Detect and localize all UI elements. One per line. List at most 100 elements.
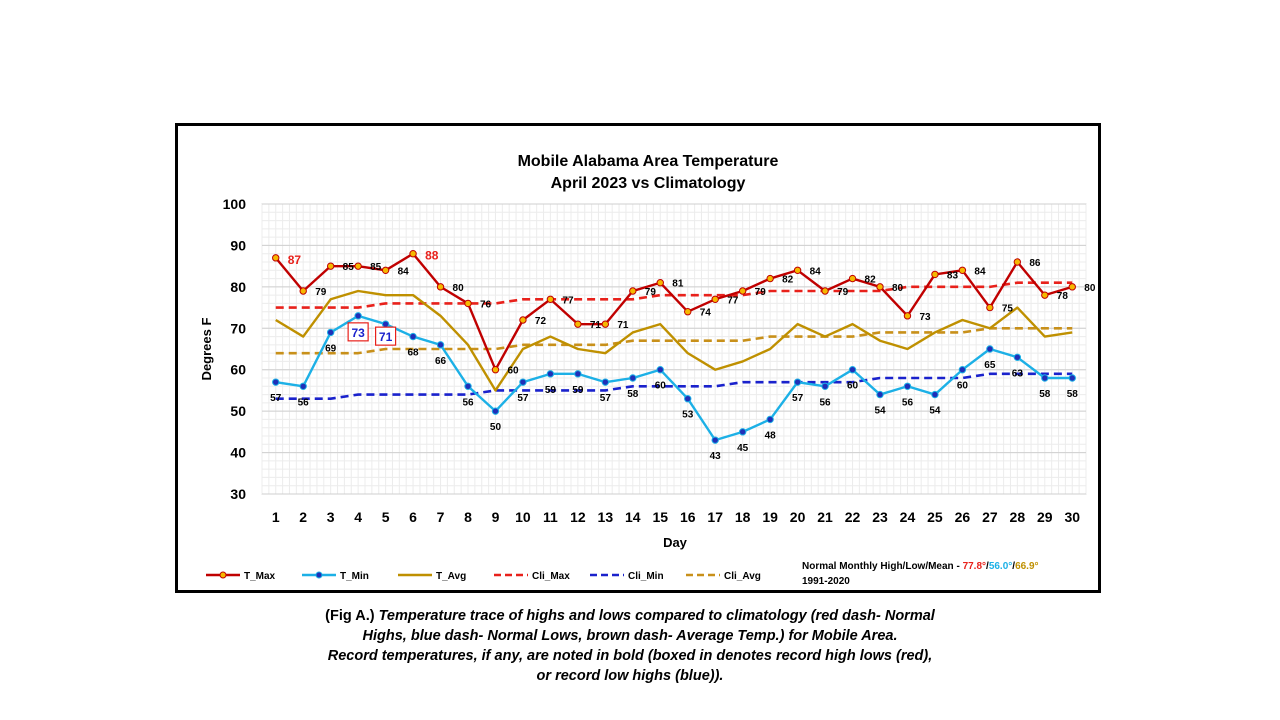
record-high-label: 88 bbox=[425, 249, 439, 263]
point-t-min bbox=[711, 436, 719, 444]
data-label-t-min: 58 bbox=[1067, 389, 1079, 400]
data-label-t-max: 71 bbox=[617, 320, 629, 331]
x-tick-label: 5 bbox=[382, 509, 390, 525]
point-t-max bbox=[986, 303, 994, 312]
x-tick-label: 23 bbox=[872, 509, 888, 525]
x-tick-label: 29 bbox=[1037, 509, 1053, 525]
x-tick-label: 20 bbox=[790, 509, 806, 525]
normals-note-period: 1991-2020 bbox=[802, 576, 850, 587]
chart-frame: Mobile Alabama Area Temperature April 202… bbox=[175, 123, 1101, 593]
series-line-t-max bbox=[274, 252, 1073, 371]
temperature-chart: Mobile Alabama Area Temperature April 202… bbox=[199, 153, 1096, 587]
x-tick-label: 12 bbox=[570, 509, 586, 525]
x-tick-label: 8 bbox=[464, 509, 472, 525]
point-t-max bbox=[436, 283, 445, 291]
data-label-t-max: 80 bbox=[453, 283, 465, 294]
point-t-max bbox=[546, 295, 555, 303]
record-high-low-box bbox=[375, 326, 397, 346]
data-label-t-max: 80 bbox=[892, 283, 904, 294]
data-label-t-max: 86 bbox=[1029, 258, 1041, 269]
data-label-t-max: 83 bbox=[947, 270, 959, 281]
data-label-t-min: 57 bbox=[600, 393, 612, 404]
point-t-min bbox=[876, 390, 884, 399]
point-t-max bbox=[766, 274, 774, 283]
data-label-t-max: 85 bbox=[343, 262, 355, 273]
data-label-t-min: 50 bbox=[490, 422, 502, 433]
caption-line-3: Record temperatures, if any, are noted i… bbox=[327, 648, 933, 664]
x-tick-label: 2 bbox=[299, 509, 307, 525]
point-t-max bbox=[903, 312, 912, 320]
point-t-min bbox=[656, 366, 664, 374]
point-t-max bbox=[519, 316, 527, 324]
point-t-min bbox=[848, 366, 857, 374]
data-label-t-max: 71 bbox=[590, 320, 602, 331]
data-label-t-min: 57 bbox=[792, 393, 804, 404]
data-label-t-max: 82 bbox=[782, 275, 794, 286]
point-t-min bbox=[1013, 353, 1022, 361]
data-label-t-max: 74 bbox=[700, 308, 712, 319]
data-label-t-min: 59 bbox=[545, 385, 557, 396]
x-tick-label: 13 bbox=[598, 509, 614, 525]
point-t-max bbox=[272, 254, 280, 262]
point-t-min bbox=[793, 378, 802, 386]
point-t-max bbox=[381, 266, 390, 274]
point-t-min bbox=[409, 332, 417, 341]
point-t-min bbox=[1068, 374, 1076, 382]
point-t-max bbox=[1013, 258, 1022, 266]
x-tick-label: 24 bbox=[900, 509, 916, 525]
point-t-min bbox=[491, 407, 500, 415]
data-label-t-max: 79 bbox=[315, 287, 327, 298]
record-high-low-label: 73 bbox=[351, 326, 365, 340]
y-axis-label: Degrees F bbox=[199, 318, 214, 381]
point-t-min bbox=[986, 345, 994, 353]
x-tick-label: 25 bbox=[927, 509, 943, 525]
legend-marker-t-max bbox=[219, 571, 227, 579]
data-label-t-max: 84 bbox=[974, 266, 986, 277]
caption-prefix: (Fig A.) bbox=[325, 608, 379, 624]
caption-line-1: (Fig A.) Temperature trace of highs and … bbox=[260, 606, 1000, 626]
point-t-max bbox=[876, 283, 884, 291]
point-t-max bbox=[574, 320, 582, 328]
y-tick-label: 70 bbox=[230, 320, 246, 336]
x-tick-label: 28 bbox=[1010, 509, 1026, 525]
legend-label-cli-max: Cli_Max bbox=[532, 571, 570, 582]
point-t-min bbox=[684, 395, 692, 403]
legend-label-t-min: T_Min bbox=[340, 571, 369, 582]
data-label-t-min: 54 bbox=[874, 406, 886, 417]
normals-note-sep: / bbox=[986, 561, 989, 572]
x-tick-label: 22 bbox=[845, 509, 861, 525]
point-t-min bbox=[272, 378, 280, 386]
data-label-t-max: 79 bbox=[645, 287, 657, 298]
normals-note: Normal Monthly High/Low/Mean - 77.8°/56.… bbox=[802, 561, 1039, 572]
point-t-min bbox=[738, 428, 747, 436]
data-label-t-max: 80 bbox=[1084, 283, 1096, 294]
point-t-min bbox=[574, 370, 582, 378]
point-t-min bbox=[629, 374, 637, 382]
data-label-t-min: 66 bbox=[435, 356, 447, 367]
figure-caption: (Fig A.) Temperature trace of highs and … bbox=[260, 606, 1000, 686]
x-tick-label: 27 bbox=[982, 509, 998, 525]
point-t-min bbox=[821, 382, 829, 390]
data-label-t-min: 63 bbox=[1012, 368, 1024, 379]
x-tick-label: 18 bbox=[735, 509, 751, 525]
point-t-max bbox=[931, 270, 939, 279]
point-t-max bbox=[629, 287, 637, 295]
y-tick-label: 50 bbox=[230, 403, 246, 419]
x-tick-label: 7 bbox=[437, 509, 445, 525]
data-label-t-max: 75 bbox=[1002, 304, 1014, 315]
data-label-t-min: 58 bbox=[1039, 389, 1051, 400]
data-label-t-min: 59 bbox=[572, 385, 584, 396]
point-t-min bbox=[354, 312, 362, 320]
normals-note-low: 56.0° bbox=[989, 561, 1012, 572]
chart-subtitle: April 2023 vs Climatology bbox=[551, 175, 746, 192]
y-tick-label: 30 bbox=[230, 486, 246, 502]
caption-line-4: or record low highs (blue)). bbox=[536, 668, 724, 684]
x-tick-label: 4 bbox=[354, 509, 362, 525]
point-t-min bbox=[464, 382, 472, 390]
x-tick-label: 19 bbox=[762, 509, 778, 525]
record-high-low-label: 71 bbox=[379, 330, 393, 344]
point-t-min bbox=[931, 390, 939, 399]
x-tick-label: 26 bbox=[955, 509, 971, 525]
x-tick-label: 17 bbox=[707, 509, 723, 525]
point-t-min bbox=[546, 370, 555, 378]
